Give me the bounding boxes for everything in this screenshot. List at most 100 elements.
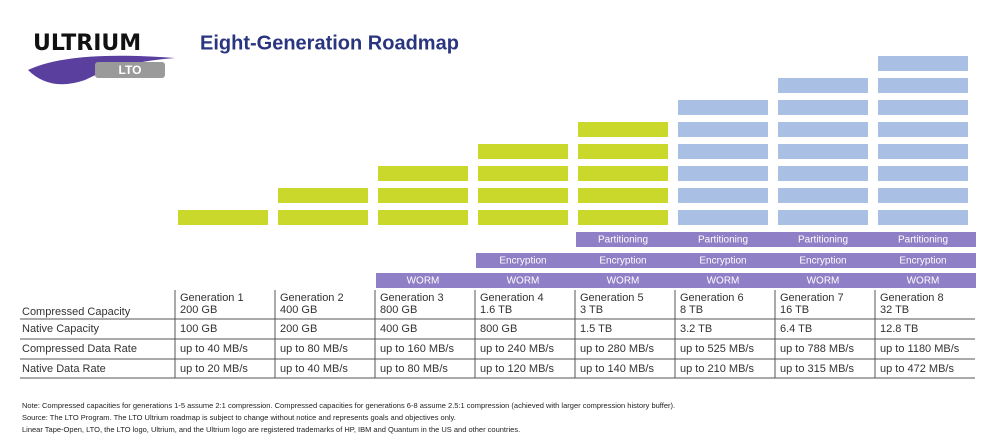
capacity-block (878, 100, 968, 115)
capacity-block (778, 122, 868, 137)
capacity-block (378, 210, 468, 225)
capacity-block (878, 78, 968, 93)
feature-label: WORM (507, 276, 540, 287)
capacity-block (778, 100, 868, 115)
capacity-block (578, 188, 668, 203)
generation-name: Generation 5 (580, 292, 644, 304)
feature-label: WORM (907, 276, 940, 287)
compressed-capacity: 400 GB (280, 304, 317, 316)
capacity-block (678, 100, 768, 115)
row-label: Native Capacity (22, 323, 100, 335)
compressed-capacity: 16 TB (780, 304, 809, 316)
title: Eight-Generation Roadmap (200, 32, 459, 54)
feature-bar (476, 253, 576, 268)
capacity-block (378, 166, 468, 181)
capacity-block (778, 210, 868, 225)
capacity-block (578, 210, 668, 225)
capacity-block (878, 122, 968, 137)
capacity-block (878, 188, 968, 203)
feature-bar (576, 253, 676, 268)
native-rate: up to 80 MB/s (380, 363, 448, 375)
native-rate: up to 315 MB/s (780, 363, 854, 375)
feature-bar (876, 273, 976, 288)
compressed-capacity: 200 GB (180, 304, 217, 316)
feature-label: WORM (607, 276, 640, 287)
capacity-block (878, 144, 968, 159)
generation-name: Generation 3 (380, 292, 444, 304)
feature-label: Encryption (899, 256, 946, 267)
compressed-capacity: 1.6 TB (480, 304, 512, 316)
capacity-block (878, 56, 968, 71)
native-rate: up to 210 MB/s (680, 363, 754, 375)
native-rate: up to 472 MB/s (880, 363, 954, 375)
feature-bar (876, 253, 976, 268)
feature-bar (676, 232, 776, 247)
logo: ULTRIUM LTO (28, 31, 175, 85)
feature-bar (676, 273, 776, 288)
native-rate: up to 20 MB/s (180, 363, 248, 375)
compressed-rate: up to 240 MB/s (480, 343, 554, 355)
native-rate: up to 120 MB/s (480, 363, 554, 375)
compressed-rate: up to 1180 MB/s (880, 343, 960, 355)
compressed-capacity: 3 TB (580, 304, 603, 316)
feature-label: Partitioning (598, 235, 648, 246)
capacity-block (178, 210, 268, 225)
compressed-rate: up to 40 MB/s (180, 343, 248, 355)
feature-label: Encryption (599, 256, 646, 267)
feature-label: Encryption (799, 256, 846, 267)
capacity-block (878, 210, 968, 225)
capacity-block (478, 210, 568, 225)
compressed-capacity: 800 GB (380, 304, 417, 316)
native-capacity: 400 GB (380, 323, 417, 335)
capacity-block (778, 78, 868, 93)
compressed-rate: up to 280 MB/s (580, 343, 654, 355)
native-capacity: 3.2 TB (680, 323, 712, 335)
row-label: Compressed Data Rate (22, 343, 137, 355)
native-capacity: 800 GB (480, 323, 517, 335)
feature-label: Encryption (699, 256, 746, 267)
generation-name: Generation 1 (180, 292, 244, 304)
feature-label: Encryption (499, 256, 546, 267)
capacity-block (478, 188, 568, 203)
note: Note: Compressed capacities for generati… (22, 401, 675, 410)
compressed-capacity: 8 TB (680, 304, 703, 316)
logo-box (95, 62, 165, 78)
native-capacity: 100 GB (180, 323, 217, 335)
capacity-block (778, 144, 868, 159)
capacity-block (278, 210, 368, 225)
feature-label: WORM (407, 276, 440, 287)
generation-name: Generation 6 (680, 292, 744, 304)
feature-label: WORM (707, 276, 740, 287)
feature-bar (776, 253, 876, 268)
capacity-block (678, 122, 768, 137)
native-rate: up to 40 MB/s (280, 363, 348, 375)
capacity-block (878, 166, 968, 181)
capacity-block (278, 188, 368, 203)
feature-label: Partitioning (698, 235, 748, 246)
generation-name: Generation 8 (880, 292, 944, 304)
feature-bar (576, 232, 676, 247)
capacity-block (578, 144, 668, 159)
compressed-rate: up to 788 MB/s (780, 343, 854, 355)
logo-top: ULTRIUM (33, 31, 141, 56)
feature-bar (876, 232, 976, 247)
feature-bar (776, 232, 876, 247)
row-label: Native Data Rate (22, 363, 106, 375)
feature-label: WORM (807, 276, 840, 287)
native-capacity: 1.5 TB (580, 323, 612, 335)
generation-name: Generation 2 (280, 292, 344, 304)
feature-label: Partitioning (798, 235, 848, 246)
feature-bar (476, 273, 576, 288)
compressed-rate: up to 525 MB/s (680, 343, 754, 355)
feature-label: Partitioning (898, 235, 948, 246)
compressed-capacity: 32 TB (880, 304, 909, 316)
capacity-block (478, 166, 568, 181)
capacity-block (578, 166, 668, 181)
compressed-rate: up to 80 MB/s (280, 343, 348, 355)
capacity-block (778, 188, 868, 203)
feature-bar (776, 273, 876, 288)
feature-bar (376, 273, 476, 288)
native-capacity: 6.4 TB (780, 323, 812, 335)
note: Source: The LTO Program. The LTO Ultrium… (22, 413, 456, 422)
